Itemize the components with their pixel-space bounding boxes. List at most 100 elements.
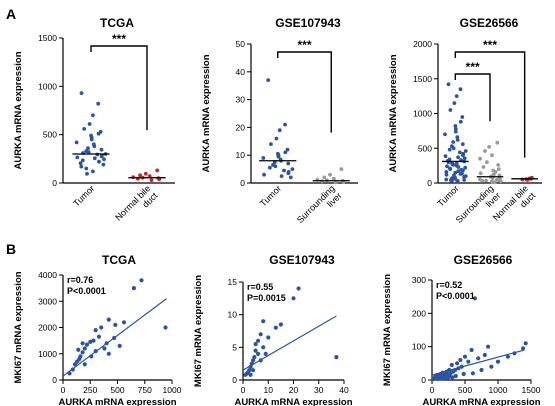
correlation-label: r=0.76: [67, 275, 93, 285]
data-point: [74, 140, 79, 145]
data-point: [91, 113, 95, 118]
y-axis-label: AURKA mRNA expression: [201, 54, 212, 172]
data-point: [80, 158, 85, 163]
data-point: [457, 150, 462, 155]
y-tick-label: 0: [52, 178, 57, 188]
data-point: [451, 140, 456, 144]
data-point: [131, 286, 136, 291]
data-point: [82, 362, 87, 367]
y-axis-label: MKI67 mRNA expression: [13, 271, 24, 383]
data-point: [102, 157, 106, 162]
x-axis-label: AURKA mRNA expression: [422, 397, 540, 406]
data-point: [266, 335, 271, 340]
y-tick-label: 5: [232, 342, 237, 352]
chart-title: GSE26566: [454, 253, 513, 267]
data-point: [86, 146, 90, 151]
data-point: [444, 172, 449, 177]
significance-label: ***: [466, 60, 480, 74]
data-point: [431, 376, 436, 382]
regression-line: [62, 298, 167, 377]
data-point: [434, 375, 439, 380]
data-point: [91, 338, 96, 343]
x-tick-label: 500: [110, 385, 124, 395]
data-point: [88, 339, 93, 344]
data-point: [462, 174, 466, 179]
data-point: [253, 348, 258, 353]
y-tick-label: 0: [421, 375, 426, 385]
data-point: [460, 142, 465, 147]
data-point: [283, 150, 288, 155]
data-point: [261, 156, 266, 160]
data-point: [97, 159, 101, 164]
data-point: [79, 164, 84, 169]
category-label: Normal bileduct: [491, 183, 538, 230]
correlation-label: r=0.55: [247, 282, 273, 292]
data-point: [263, 351, 268, 356]
data-point: [452, 101, 457, 105]
data-point: [490, 179, 494, 184]
x-tick-label: 0: [61, 385, 66, 395]
y-tick-label: 0: [52, 375, 57, 385]
data-point: [456, 165, 461, 169]
data-point: [85, 171, 89, 176]
x-tick-label: 500: [458, 385, 472, 395]
y-tick-label: 500: [418, 143, 432, 153]
significance-bracket: [454, 73, 491, 122]
y-tick-label: 1000: [413, 109, 432, 119]
data-point: [322, 175, 327, 180]
data-point: [487, 145, 491, 149]
data-point: [443, 154, 448, 159]
data-point: [453, 170, 458, 175]
y-tick-label: 15: [228, 277, 238, 287]
x-tick-label: 1000: [163, 385, 182, 395]
chart-1: TCGA 0 500 1000 1500 AURKA mRNA expression Tum…: [13, 16, 175, 230]
data-point: [476, 356, 481, 361]
data-point: [489, 364, 494, 369]
chart-title: GSE107943: [269, 253, 335, 267]
data-point: [138, 173, 143, 178]
category-label: Surroundingliver: [454, 183, 503, 232]
data-point: [288, 175, 293, 180]
data-point: [493, 170, 498, 174]
data-point: [462, 178, 467, 182]
data-point: [149, 178, 154, 183]
y-tick-label: 40: [236, 67, 246, 77]
category-label-line: Tumor: [71, 183, 96, 208]
regression-line: [242, 315, 337, 371]
data-point: [496, 167, 501, 172]
y-axis-label: MKI67 mRNA expression: [382, 274, 393, 386]
data-point: [462, 156, 467, 161]
data-point: [455, 135, 460, 140]
category-label: Normal bileduct: [113, 183, 160, 230]
data-point: [99, 147, 104, 152]
data-point: [332, 176, 336, 181]
x-tick-label: 20: [289, 385, 299, 395]
category-label: Tumor: [258, 183, 283, 208]
data-point: [278, 322, 283, 327]
data-point: [92, 156, 97, 161]
y-tick-label: 10: [228, 310, 238, 320]
data-point: [76, 347, 81, 352]
data-point: [89, 137, 94, 142]
category-label: Surroundingliver: [295, 183, 344, 232]
data-point: [84, 166, 89, 171]
data-point: [456, 169, 461, 174]
data-point: [478, 171, 483, 176]
data-point: [453, 129, 458, 134]
data-point: [472, 296, 477, 301]
x-tick-label: 0: [241, 385, 246, 395]
y-tick-label: 500: [43, 130, 57, 140]
y-tick-label: 30: [236, 95, 246, 105]
x-tick-label: 10: [264, 385, 274, 395]
data-point: [117, 343, 122, 348]
data-point: [453, 124, 458, 128]
data-point: [447, 147, 452, 152]
data-point: [276, 154, 281, 159]
data-point: [75, 155, 80, 160]
data-point: [334, 355, 339, 360]
y-tick-label: 1500: [38, 33, 57, 43]
data-point: [91, 169, 95, 174]
y-tick-label: 10: [236, 150, 246, 160]
data-point: [285, 147, 290, 152]
